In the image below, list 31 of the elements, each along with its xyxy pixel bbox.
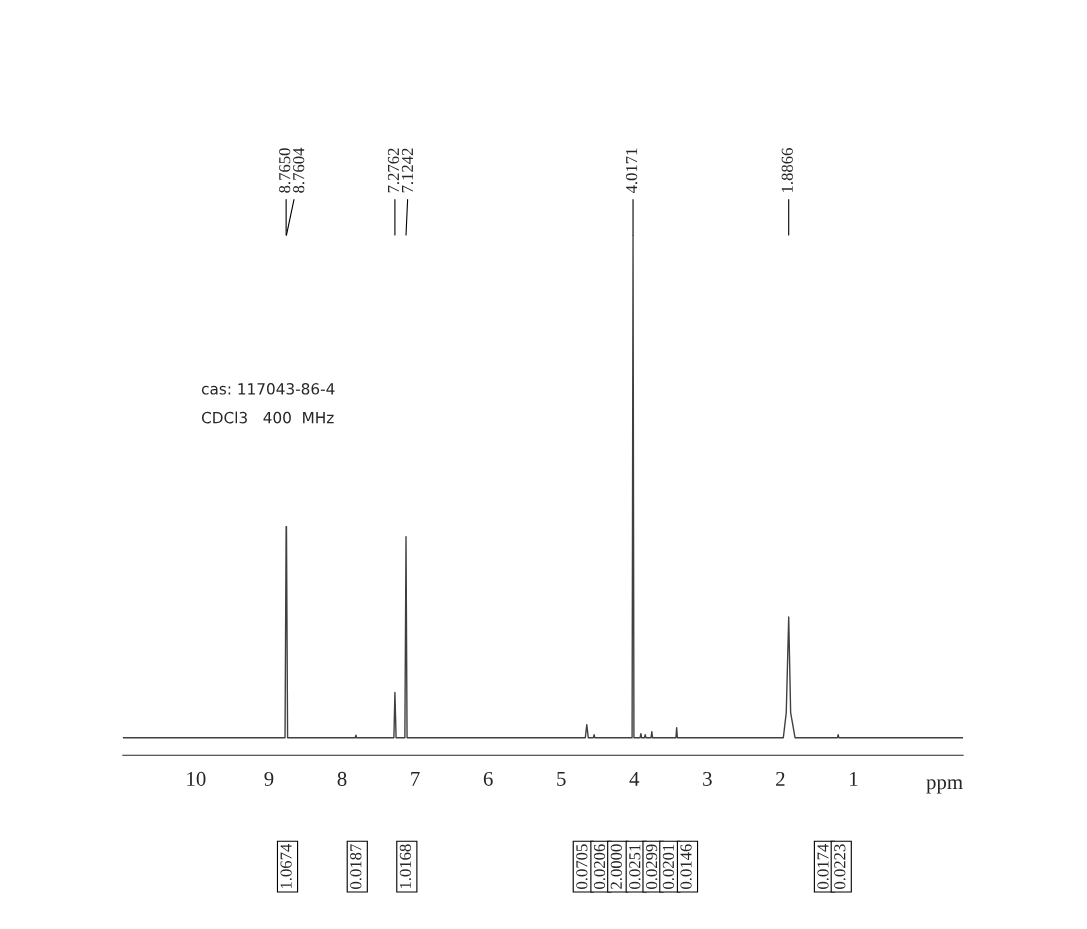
text: 0.0187 [350, 844, 362, 889]
text: 0.0251 [629, 844, 641, 889]
x-tick-label: 2 [776, 771, 785, 786]
x-tick-label: 9 [264, 771, 274, 786]
text: 2.0000 [610, 844, 622, 889]
text: 0.0299 [645, 844, 658, 889]
text: 0.0201 [662, 844, 675, 889]
annotation: 7.2762 [387, 148, 400, 193]
annotation: 8.7604 [293, 147, 305, 193]
x-tick-label: 7 [411, 772, 420, 786]
text: 1.0674 [280, 843, 292, 889]
annotation: 4.0171 [625, 148, 638, 194]
annotation: cas: 117043-86-4 [201, 383, 335, 395]
text: 0.0206 [593, 844, 606, 889]
annotation: 7.1242 [401, 148, 414, 193]
x-tick-label: 4 [629, 771, 640, 786]
x-axis-title: ppm [926, 779, 963, 794]
text: 0.0146 [680, 844, 692, 889]
text: 0.0223 [834, 844, 846, 889]
text: 0.0174 [817, 843, 829, 889]
x-tick-label: 8 [337, 771, 347, 786]
x-tick-label: 10 [187, 771, 206, 786]
x-tick-label: 1 [850, 771, 858, 786]
text: 0.0705 [576, 844, 588, 889]
annotation: CDCl3 400 MHz [201, 411, 334, 424]
x-tick-label: 3 [703, 771, 712, 786]
text: 1.0168 [399, 844, 412, 889]
x-tick-label: 5 [557, 772, 566, 786]
annotation: 1.8866 [781, 148, 793, 192]
annotation: 8.7650 [279, 148, 291, 193]
x-tick-label: 6 [483, 771, 493, 786]
